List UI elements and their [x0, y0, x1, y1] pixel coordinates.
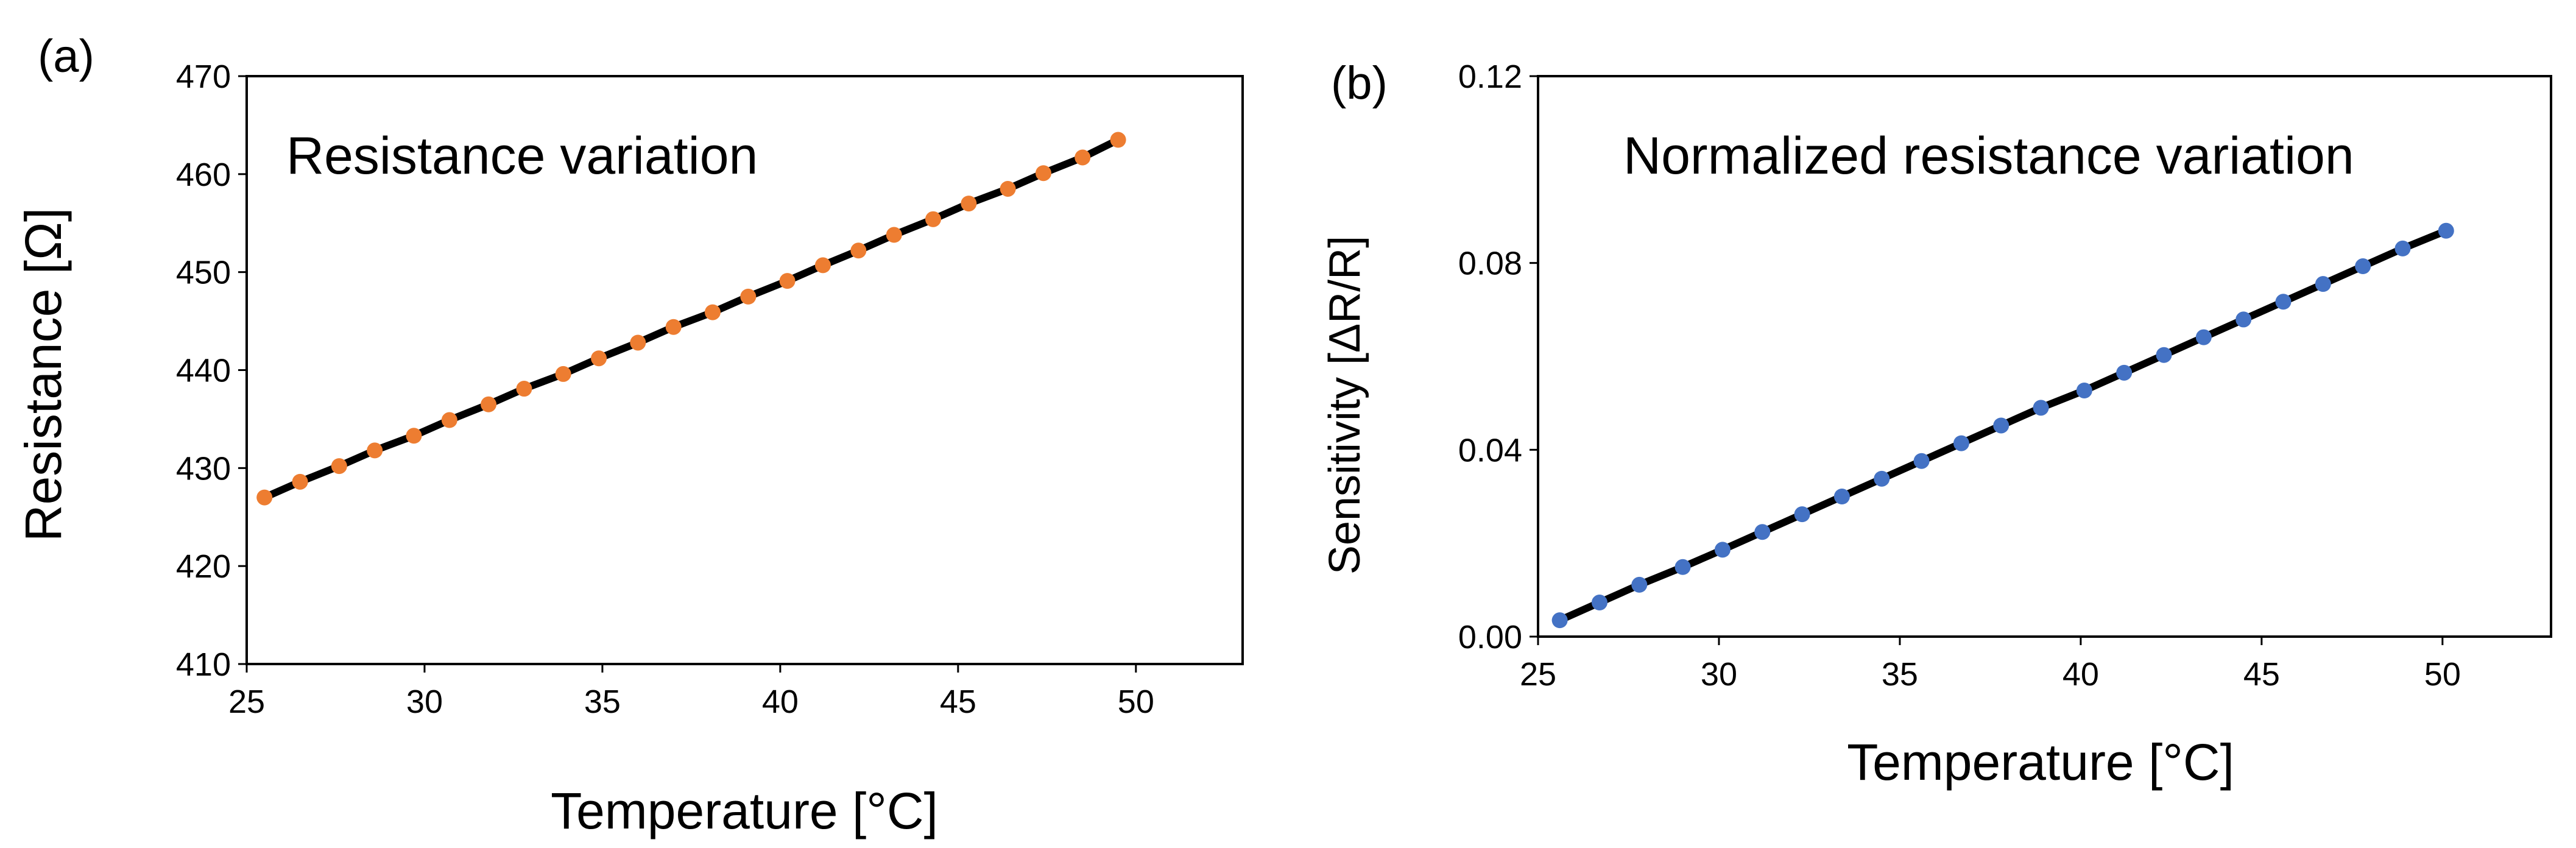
panel-a-data-point: [1036, 165, 1051, 182]
panel-a-data-point: [256, 489, 273, 506]
panel-a-x-tick-label: 50: [1118, 684, 1154, 720]
panel-a-y-tick-label: 460: [176, 157, 231, 193]
panel-a-data-point: [1110, 132, 1126, 148]
panel-a-data-point: [591, 350, 607, 367]
panel-a-y-tick-label: 430: [176, 450, 231, 487]
panel-a-data-point: [779, 273, 796, 289]
panel-b-y-tick-label: 0.04: [1458, 432, 1522, 468]
panel-b-plot-frame: [1537, 75, 2552, 638]
panel-b-data-point: [1754, 524, 1771, 540]
panel-a-data-point: [516, 381, 532, 397]
panel-a-x-tick-label: 40: [762, 684, 799, 720]
panel-a-data-point: [292, 473, 308, 490]
panel-a-annotation: Resistance variation: [286, 127, 758, 185]
panel-a-x-ticks: 25 30 35 40 45 50: [228, 664, 1154, 720]
panel-a-x-tick-label: 30: [406, 684, 443, 720]
panel-b-x-axis-title: Temperature [°C]: [1847, 733, 2234, 791]
panel-b-y-tick-label: 0.12: [1458, 58, 1522, 95]
panel-a-data-point: [1000, 180, 1016, 197]
panel-b-x-tick-label: 45: [2243, 656, 2280, 693]
panel-a-y-tick-label: 440: [176, 353, 231, 389]
panel-b-data-point: [1674, 559, 1691, 575]
panel-b-data-point: [2116, 364, 2133, 381]
panel-a-y-tick-label: 450: [176, 255, 231, 291]
panel-b-data-point: [1993, 417, 2010, 434]
panel-a-y-ticks: 410 420 430 440 450 460 470: [176, 58, 247, 683]
panel-b-data-point: [1551, 612, 1568, 629]
panel-b-data-point: [2235, 311, 2252, 328]
panel-a-data-point: [331, 458, 347, 475]
panel-a-data-point: [406, 428, 422, 444]
panel-a-data-point: [1075, 149, 1091, 166]
panel-a-trend-line: [261, 136, 1122, 501]
panel-a-series-line: [261, 136, 1122, 501]
panel-b-data-point: [1794, 506, 1810, 523]
panel-a-y-tick-label: 470: [176, 58, 231, 95]
panel-b-data-point: [2355, 258, 2371, 275]
panel-a-data-points: [256, 132, 1126, 506]
panel-b-x-tick-label: 40: [2063, 656, 2099, 693]
panel-a-data-point: [886, 227, 902, 243]
panel-b-data-point: [1953, 435, 1969, 451]
panel-b-y-axis-title: Sensitivity [ΔR/R]: [1321, 236, 1369, 574]
panel-b-x-ticks: 25 30 35 40 45 50: [1520, 637, 2461, 693]
panel-a-y-tick-label: 420: [176, 548, 231, 585]
panel-b-data-point: [2275, 294, 2292, 310]
panel-a-x-tick-label: 45: [940, 684, 976, 720]
panel-a-data-point: [555, 366, 571, 382]
panel-a-data-point: [665, 319, 682, 335]
panel-a-data-point: [630, 334, 646, 351]
panel-a-data-point: [481, 396, 497, 412]
panel-b-x-tick-label: 25: [1520, 656, 1556, 693]
panel-a-data-point: [441, 412, 457, 428]
panel-a-data-point: [961, 196, 977, 212]
panel-b-data-point: [1833, 489, 1850, 504]
panel-b-x-tick-label: 50: [2424, 656, 2461, 693]
panel-a-resistance-chart: (a) Resistance variation Resistance [Ω] …: [15, 30, 1244, 839]
panel-a-x-tick-label: 25: [228, 684, 265, 720]
panel-b-data-point: [2156, 347, 2172, 363]
panel-b-y-tick-label: 0.08: [1458, 246, 1522, 282]
panel-b-sensitivity-chart: (b) Normalized resistance variation Sens…: [1321, 57, 2552, 791]
panel-b-x-tick-label: 30: [1701, 656, 1737, 693]
panel-b-data-point: [2195, 329, 2212, 345]
panel-b-data-points: [1551, 222, 2454, 629]
panel-b-data-point: [2394, 240, 2411, 256]
panel-b-label: (b): [1331, 57, 1388, 109]
panel-a-data-point: [850, 242, 867, 259]
panel-b-data-point: [1913, 453, 1930, 469]
panel-b-data-point: [2438, 222, 2454, 239]
panel-a-x-axis-title: Temperature [°C]: [551, 782, 938, 839]
panel-a-label: (a): [38, 30, 94, 82]
panel-b-data-point: [1874, 470, 1890, 487]
panel-b-y-ticks: 0.00 0.04 0.08 0.12: [1458, 58, 1538, 655]
panel-a-data-point: [367, 442, 383, 459]
panel-a-data-point: [740, 288, 757, 305]
panel-a-x-tick-label: 35: [584, 684, 621, 720]
panel-b-x-tick-label: 35: [1882, 656, 1918, 693]
panel-b-data-point: [1591, 595, 1607, 611]
panel-b-data-point: [1631, 576, 1648, 593]
panel-b-data-point: [1714, 542, 1731, 558]
panel-a-data-point: [925, 211, 941, 227]
panel-b-annotation: Normalized resistance variation: [1623, 127, 2354, 185]
panel-b-y-tick-label: 0.00: [1458, 619, 1522, 655]
panel-a-data-point: [814, 257, 831, 274]
panel-b-data-point: [2033, 400, 2049, 416]
panel-b-data-point: [2076, 382, 2092, 398]
panel-a-data-point: [704, 304, 721, 320]
panel-a-y-axis-title: Resistance [Ω]: [15, 208, 72, 542]
panel-a-y-tick-label: 410: [176, 646, 231, 683]
panel-b-data-point: [2315, 276, 2331, 292]
